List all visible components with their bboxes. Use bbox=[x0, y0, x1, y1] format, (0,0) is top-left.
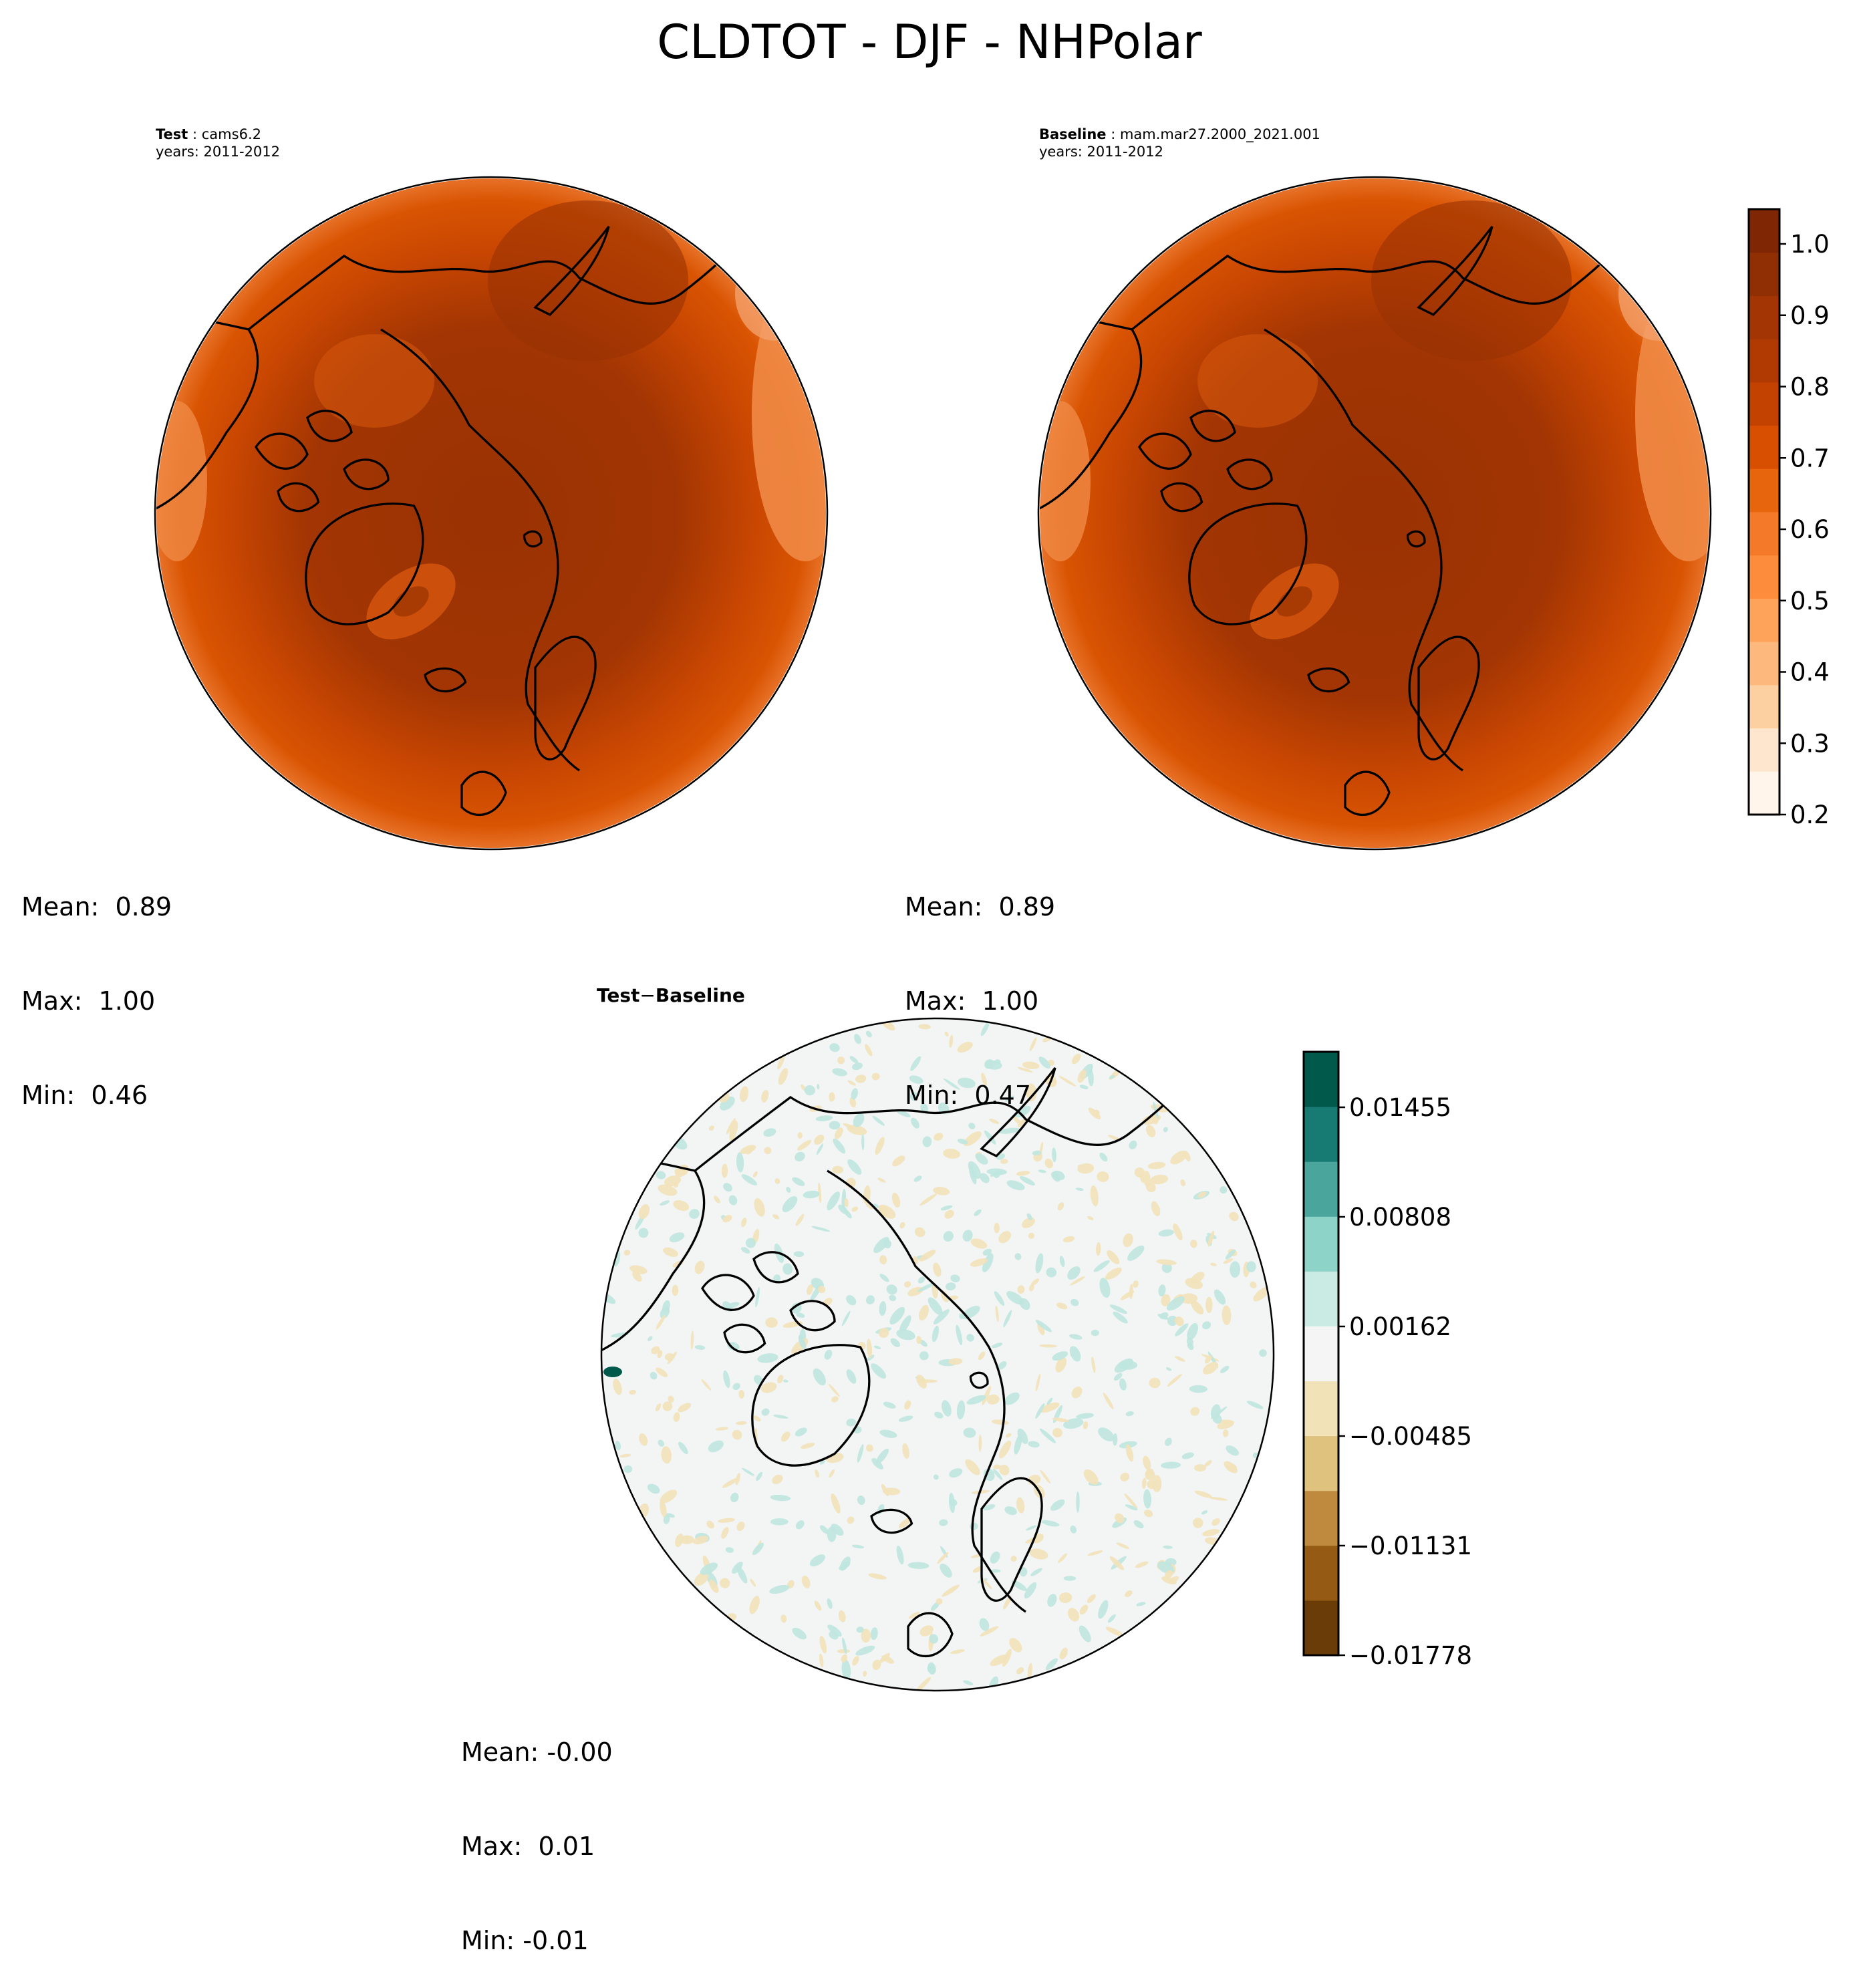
figure-title: CLDTOT - DJF - NHPolar bbox=[657, 15, 1202, 69]
test-colon: : bbox=[188, 126, 202, 142]
diff-colorbar-swatch bbox=[1304, 1052, 1338, 1107]
main-colorbar-swatch bbox=[1749, 728, 1779, 772]
diff-colorbar-tick-label: −0.01131 bbox=[1349, 1532, 1472, 1560]
main-colorbar-swatch bbox=[1749, 642, 1779, 686]
baseline-map bbox=[1037, 176, 1712, 851]
baseline-label: Baseline bbox=[1039, 126, 1107, 142]
diff-stat-max: Max: 0.01 bbox=[461, 1832, 595, 1861]
main-colorbar-swatch bbox=[1749, 295, 1779, 339]
diff-title-sep: − bbox=[639, 984, 656, 1006]
diff-colorbar-swatch bbox=[1304, 1271, 1338, 1326]
main-colorbar: 1.0 0.9 0.8 0.7 0.6 0.5 0.4 0.3 0.2 bbox=[1747, 208, 1830, 829]
diff-colorbar-swatch bbox=[1304, 1107, 1338, 1162]
diff-colorbar-swatch bbox=[1304, 1381, 1338, 1437]
main-colorbar-swatch bbox=[1749, 209, 1779, 253]
test-map-field bbox=[155, 177, 827, 849]
diff-stat-min: Min: -0.01 bbox=[461, 1926, 589, 1955]
main-colorbar-swatch bbox=[1749, 771, 1779, 815]
baseline-case: mam.mar27.2000_2021.001 bbox=[1119, 126, 1320, 142]
diff-stat-mean: Mean: -0.00 bbox=[461, 1737, 613, 1767]
main-colorbar-swatch bbox=[1749, 512, 1779, 556]
main-colorbar-tick-label: 0.5 bbox=[1790, 587, 1830, 615]
main-colorbar-swatch bbox=[1749, 425, 1779, 469]
baseline-colon: : bbox=[1106, 126, 1120, 142]
test-stats: Mean: 0.89 Max: 1.00 Min: 0.46 bbox=[21, 829, 172, 1143]
diff-colorbar-swatch bbox=[1304, 1545, 1338, 1601]
test-map bbox=[154, 176, 829, 851]
main-colorbar-tick-label: 0.9 bbox=[1790, 301, 1830, 330]
main-colorbar-swatch bbox=[1749, 339, 1779, 383]
baseline-map-field bbox=[1038, 177, 1711, 849]
main-colorbar-tick-label: 0.6 bbox=[1790, 515, 1830, 544]
diff-colorbar-swatch bbox=[1304, 1161, 1338, 1217]
baseline-stat-min: Min: 0.47 bbox=[905, 1081, 1031, 1110]
diff-title-base: Baseline bbox=[655, 984, 745, 1006]
baseline-stat-mean: Mean: 0.89 bbox=[905, 892, 1056, 921]
main-colorbar-swatch bbox=[1749, 598, 1779, 642]
diff-panel-title: Test−Baseline bbox=[597, 984, 745, 1006]
test-map-border bbox=[154, 176, 829, 851]
main-colorbar-tick-label: 1.0 bbox=[1790, 230, 1830, 259]
main-colorbar-swatch bbox=[1749, 382, 1779, 426]
main-colorbar-tick-label: 0.2 bbox=[1790, 801, 1830, 829]
diff-colorbar-swatch bbox=[1304, 1326, 1338, 1382]
diff-map bbox=[600, 1017, 1275, 1692]
baseline-panel-title: Baseline : mam.mar27.2000_2021.001 years… bbox=[1039, 126, 1320, 160]
diff-colorbar-tick-label: 0.00162 bbox=[1349, 1312, 1451, 1341]
baseline-stat-max: Max: 1.00 bbox=[905, 986, 1039, 1016]
test-case: cams6.2 bbox=[201, 126, 261, 142]
diff-map-border bbox=[600, 1017, 1275, 1692]
test-stat-mean: Mean: 0.89 bbox=[21, 892, 172, 921]
diff-colorbar: 0.01455 0.00808 0.00162 −0.00485 −0.01131 −0.… bbox=[1302, 1050, 1472, 1670]
main-colorbar-tick-label: 0.8 bbox=[1790, 373, 1830, 402]
diff-stats: Mean: -0.00 Max: 0.01 Min: -0.01 bbox=[461, 1674, 613, 1988]
main-colorbar-swatch bbox=[1749, 555, 1779, 599]
baseline-stats: Mean: 0.89 Max: 1.00 Min: 0.47 bbox=[905, 829, 1055, 1143]
diff-map-field bbox=[601, 1018, 1274, 1691]
diff-colorbar-tick-label: −0.00485 bbox=[1349, 1422, 1472, 1451]
test-stat-min: Min: 0.46 bbox=[21, 1081, 148, 1110]
main-colorbar-swatch bbox=[1749, 252, 1779, 296]
diff-colorbar-tick-label: 0.00808 bbox=[1349, 1203, 1451, 1232]
main-colorbar-tick-label: 0.4 bbox=[1790, 658, 1830, 687]
main-colorbar-swatch bbox=[1749, 468, 1779, 513]
main-colorbar-tick-label: 0.7 bbox=[1790, 444, 1830, 472]
diff-colorbar-swatch bbox=[1304, 1216, 1338, 1272]
maps-canvas: 1.0 0.9 0.8 0.7 0.6 0.5 0.4 0.3 0.2 0.01455 0.008… bbox=[154, 176, 1830, 1692]
test-panel-title: Test : cams6.2 years: 2011-2012 bbox=[156, 126, 280, 160]
test-label: Test bbox=[156, 126, 188, 142]
main-colorbar-tick-label: 0.3 bbox=[1790, 729, 1830, 758]
baseline-map-features bbox=[1038, 200, 1711, 817]
main-colorbar-swatch bbox=[1749, 684, 1779, 729]
diff-colorbar-swatch bbox=[1304, 1600, 1338, 1656]
diff-colorbar-swatch bbox=[1304, 1435, 1338, 1492]
diff-colorbar-tick-label: −0.01778 bbox=[1349, 1641, 1472, 1670]
diff-colorbar-tick-label: 0.01455 bbox=[1349, 1093, 1451, 1122]
test-stat-max: Max: 1.00 bbox=[21, 986, 156, 1016]
diff-title-test: Test bbox=[597, 984, 640, 1006]
diff-colorbar-swatch bbox=[1304, 1490, 1338, 1546]
test-years: years: 2011-2012 bbox=[156, 144, 281, 160]
baseline-years: years: 2011-2012 bbox=[1039, 144, 1164, 160]
baseline-map-border bbox=[1037, 176, 1712, 851]
